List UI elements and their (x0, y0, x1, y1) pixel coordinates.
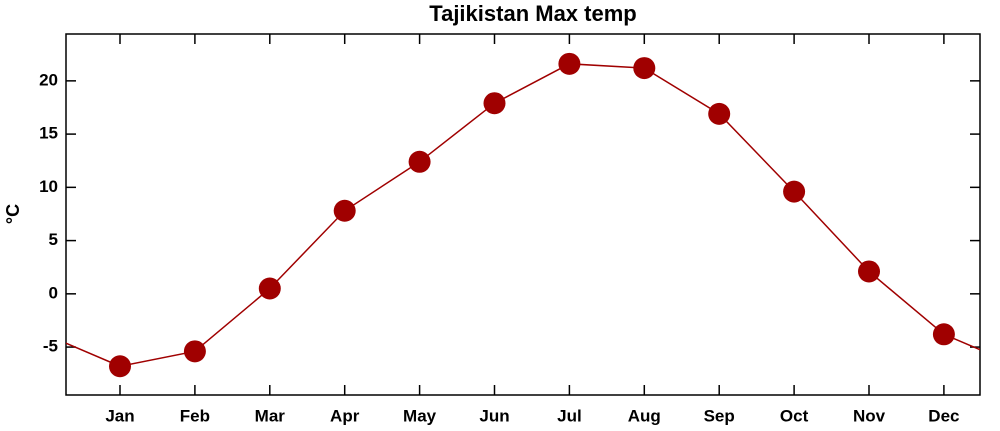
marker (858, 260, 880, 283)
chart-title: Tajikistan Max temp (429, 1, 636, 26)
x-tick-label: Nov (853, 406, 886, 425)
marker (483, 92, 506, 115)
y-tick-label: -5 (43, 337, 58, 356)
wrap-line (66, 342, 121, 367)
x-tick-label: Sep (704, 406, 735, 425)
x-tick-label: Jun (479, 406, 509, 425)
y-tick-label: 20 (39, 70, 58, 89)
marker (633, 57, 656, 80)
x-tick-label: Jul (557, 406, 582, 425)
y-tick-label: 5 (49, 230, 58, 249)
marker (183, 340, 206, 363)
marker (258, 277, 281, 300)
plot-frame (65, 33, 981, 396)
x-tick-label: Aug (628, 406, 661, 425)
x-tick-label: Jan (105, 406, 134, 425)
marker (408, 150, 431, 173)
marker (932, 323, 955, 346)
x-tick-label: Mar (255, 406, 286, 425)
x-tick-label: Apr (330, 406, 360, 425)
marker (333, 199, 356, 222)
marker (109, 355, 131, 378)
y-tick-label: 10 (39, 177, 58, 196)
marker (558, 52, 581, 75)
marker (708, 102, 731, 125)
marker (783, 180, 806, 203)
y-axis-label: °C (3, 204, 23, 224)
line (119, 63, 945, 367)
y-tick-label: 15 (39, 124, 58, 143)
x-tick-label: Dec (928, 406, 959, 425)
series (66, 52, 980, 378)
x-tick-label: Feb (180, 406, 210, 425)
y-tick-label: 0 (49, 283, 58, 302)
x-tick-label: Oct (780, 406, 809, 425)
wrap-line (943, 333, 980, 351)
x-tick-label: May (403, 406, 437, 425)
